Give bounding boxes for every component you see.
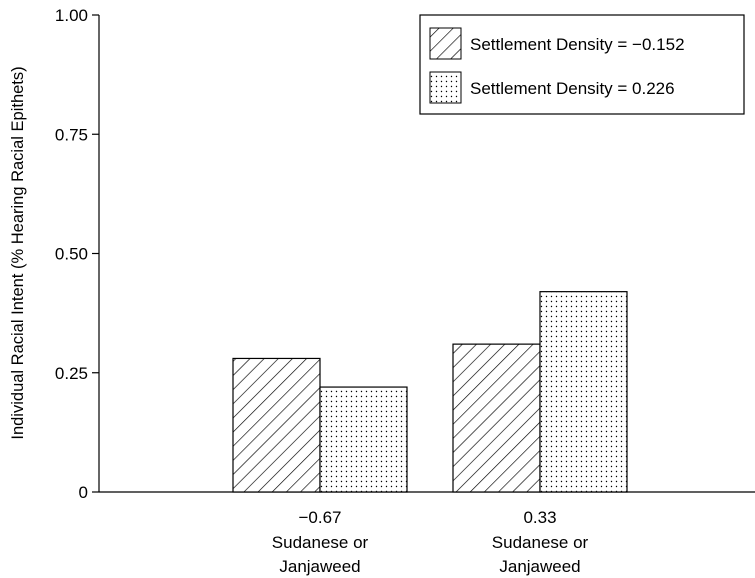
category-label-2-line1: 0.33	[523, 508, 556, 527]
category-label-1-line3: Janjaweed	[279, 557, 360, 576]
bar-series-2-category-2	[539, 291, 628, 493]
legend-box	[419, 14, 745, 115]
y-tick-label: 0.75	[55, 125, 88, 144]
legend-label-series-1: Settlement Density = −0.152	[470, 35, 685, 54]
category-label-2-line3: Janjaweed	[499, 557, 580, 576]
y-tick-label: 1.00	[55, 6, 88, 25]
legend-label-series-2: Settlement Density = 0.226	[470, 79, 675, 98]
bar-series-1-category-1	[232, 357, 321, 493]
bar-series-2-category-1	[319, 386, 408, 493]
category-label-2-line2: Sudanese or	[492, 533, 589, 552]
legend-swatch-dots	[429, 71, 462, 104]
y-tick-label: 0.25	[55, 364, 88, 383]
y-tick-label: 0.50	[55, 245, 88, 264]
y-tick-label: 0	[79, 483, 88, 502]
legend: Settlement Density = −0.152 Settlement D…	[419, 14, 745, 115]
category-label-1-line1: −0.67	[298, 508, 341, 527]
legend-swatch-hatch	[429, 27, 462, 60]
category-label-1-line2: Sudanese or	[272, 533, 369, 552]
y-axis-title: Individual Racial Intent (% Hearing Raci…	[9, 66, 27, 439]
bar-series-1-category-2	[452, 343, 541, 493]
